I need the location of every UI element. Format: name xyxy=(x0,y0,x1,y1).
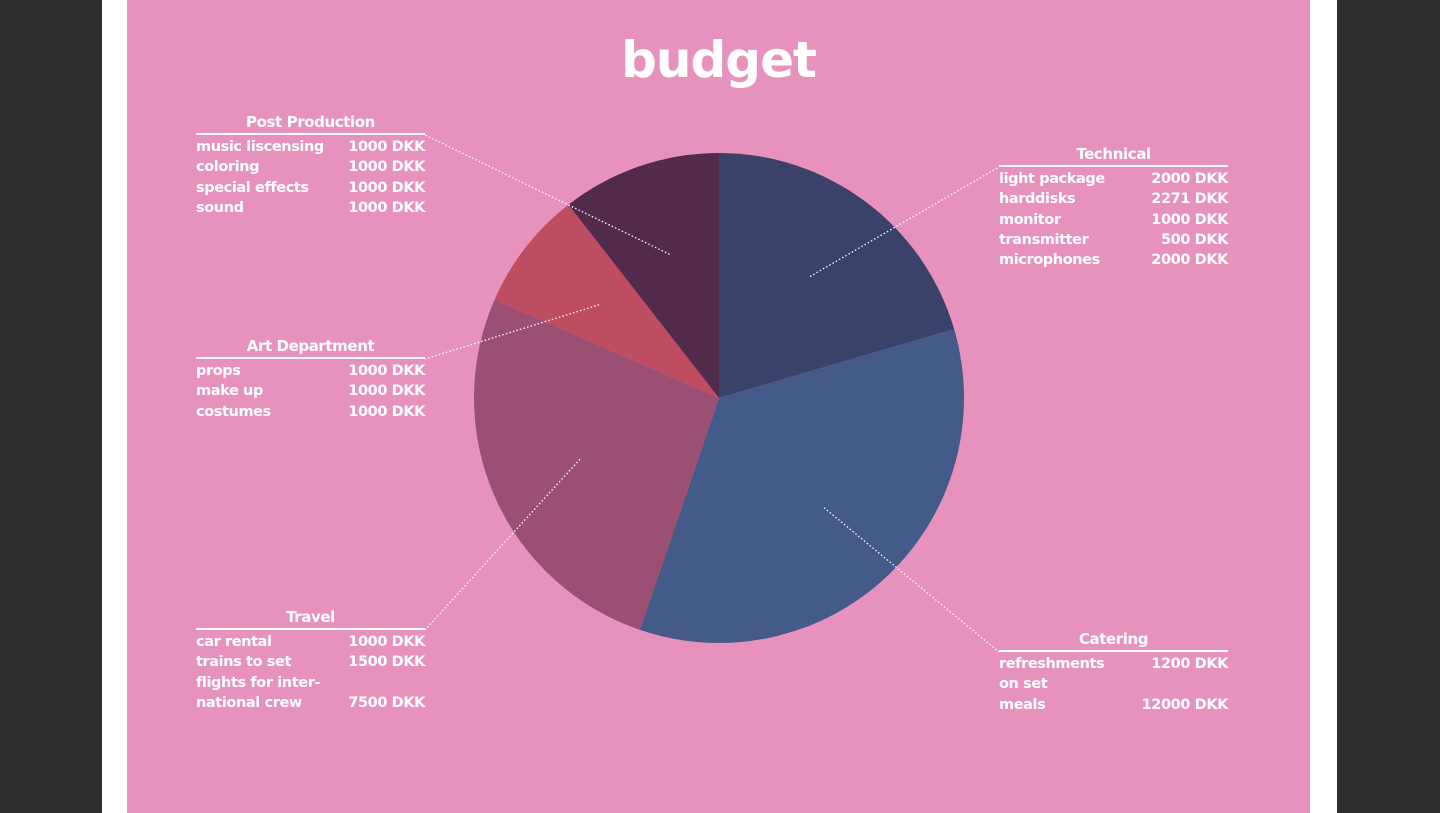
leader-line-art-department xyxy=(424,304,600,360)
legend-item: music liscensing 1000 DKK xyxy=(196,137,425,157)
legend-item-value: 1000 DKK xyxy=(348,403,425,420)
legend-item: monitor 1000 DKK xyxy=(999,210,1228,230)
legend-item-value: 500 DKK xyxy=(1160,231,1228,248)
legend-group-title: Travel xyxy=(196,607,425,630)
legend-item: sound 1000 DKK xyxy=(196,198,425,218)
legend-item-value: 1000 DKK xyxy=(348,363,425,379)
legend-item-label: monitor xyxy=(999,211,1061,228)
legend-item-label: props xyxy=(196,363,241,379)
leader-line-travel xyxy=(424,458,581,631)
legend-group-title: Catering xyxy=(999,629,1228,652)
pie-slice-art-department xyxy=(494,204,719,398)
legend-item-value: 1500 DKK xyxy=(348,654,425,671)
pie-slice-travel xyxy=(473,299,719,630)
legend-group-art-department: Art Department props 1000 DKK make up 1000 D… xyxy=(196,336,425,422)
legend-item: harddisks 2271 DKK xyxy=(999,189,1228,209)
legend-item-label: car rental xyxy=(196,634,272,650)
legend-item: refreshments 1200 DKK xyxy=(999,654,1228,674)
legend-item: microphones 2000 DKK xyxy=(999,250,1228,270)
legend-item-label: costumes xyxy=(196,403,271,420)
leader-line-technical xyxy=(809,166,1000,277)
legend-item: flights for inter- xyxy=(196,673,425,693)
legend-item: special effects 1000 DKK xyxy=(196,178,425,198)
legend-item-value: 2000 DKK xyxy=(1151,252,1228,269)
legend-item-label: flights for inter- xyxy=(196,674,321,691)
legend-item-value: 1000 DKK xyxy=(348,199,425,216)
legend-item-value: 2000 DKK xyxy=(1151,171,1228,187)
legend-group-title: Technical xyxy=(999,144,1228,167)
leader-line-post-production xyxy=(424,134,670,255)
legend-item-label: music liscensing xyxy=(196,139,324,155)
legend-group-title: Art Department xyxy=(196,336,425,359)
legend-item-value: 1000 DKK xyxy=(348,179,425,196)
legend-item: trains to set 1500 DKK xyxy=(196,652,425,672)
legend-item-list: props 1000 DKK make up 1000 DKK costumes 1000… xyxy=(196,359,425,422)
legend-item-label: trains to set xyxy=(196,654,291,671)
legend-item: car rental 1000 DKK xyxy=(196,632,425,652)
legend-item-list: light package 2000 DKK harddisks 2271 DKK mo… xyxy=(999,167,1228,270)
legend-item-label: microphones xyxy=(999,252,1100,269)
legend-item-value: 7500 DKK xyxy=(348,694,425,711)
legend-item: transmitter 500 DKK xyxy=(999,230,1228,250)
legend-item-label: make up xyxy=(196,383,263,400)
legend-item-label: special effects xyxy=(196,179,309,196)
legend-item: coloring 1000 DKK xyxy=(196,157,425,177)
legend-group-technical: Technical light package 2000 DKK harddisks 2… xyxy=(999,144,1228,270)
pie-chart xyxy=(424,134,1000,653)
legend-item-value: 1200 DKK xyxy=(1151,656,1228,672)
legend-item-label: meals xyxy=(999,696,1046,713)
legend-item: make up 1000 DKK xyxy=(196,381,425,401)
pie-slice-catering xyxy=(639,329,964,644)
legend-item-list: refreshments 1200 DKK on set meals 12000 DKK xyxy=(999,652,1228,715)
legend-group-title: Post Production xyxy=(196,112,425,135)
leader-line-catering xyxy=(823,507,1000,653)
legend-item-label: coloring xyxy=(196,159,260,176)
legend-group-post-production: Post Production music liscensing 1000 DKK c… xyxy=(196,112,425,218)
legend-item-label: sound xyxy=(196,199,244,216)
pie-slice-technical xyxy=(719,153,955,398)
legend-item-value: 1000 DKK xyxy=(348,634,425,650)
legend-item-value: 12000 DKK xyxy=(1141,696,1229,713)
pie-slice-post-production xyxy=(568,153,719,398)
legend-item-label: refreshments xyxy=(999,656,1105,672)
legend-group-travel: Travel car rental 1000 DKK trains to set 150… xyxy=(196,607,425,713)
legend-item-label: harddisks xyxy=(999,191,1076,208)
legend-item: props 1000 DKK xyxy=(196,361,425,381)
legend-item-label: transmitter xyxy=(999,231,1089,248)
legend-item-label: light package xyxy=(999,171,1105,187)
legend-item: costumes 1000 DKK xyxy=(196,402,425,422)
legend-group-catering: Catering refreshments 1200 DKK on set meals 1… xyxy=(999,629,1228,715)
chart-title: budget xyxy=(621,31,817,89)
legend-item-value: 1000 DKK xyxy=(348,159,425,176)
legend-item-value: 1000 DKK xyxy=(1151,211,1228,228)
legend-item-value: 1000 DKK xyxy=(348,383,425,400)
legend-item-list: car rental 1000 DKK trains to set 1500 DKK f… xyxy=(196,630,425,713)
budget-poster: budget Post Production music liscensing 10… xyxy=(127,0,1310,813)
legend-item: on set xyxy=(999,674,1228,694)
legend-item-label: on set xyxy=(999,676,1048,693)
legend-item-label: national crew xyxy=(196,694,302,711)
legend-item-list: music liscensing 1000 DKK coloring 1000 DKK… xyxy=(196,135,425,218)
legend-item: meals 12000 DKK xyxy=(999,695,1228,715)
legend-item-value: 1000 DKK xyxy=(348,139,425,155)
legend-item: light package 2000 DKK xyxy=(999,169,1228,189)
legend-item: national crew 7500 DKK xyxy=(196,693,425,713)
legend-item-value: 2271 DKK xyxy=(1151,191,1228,208)
